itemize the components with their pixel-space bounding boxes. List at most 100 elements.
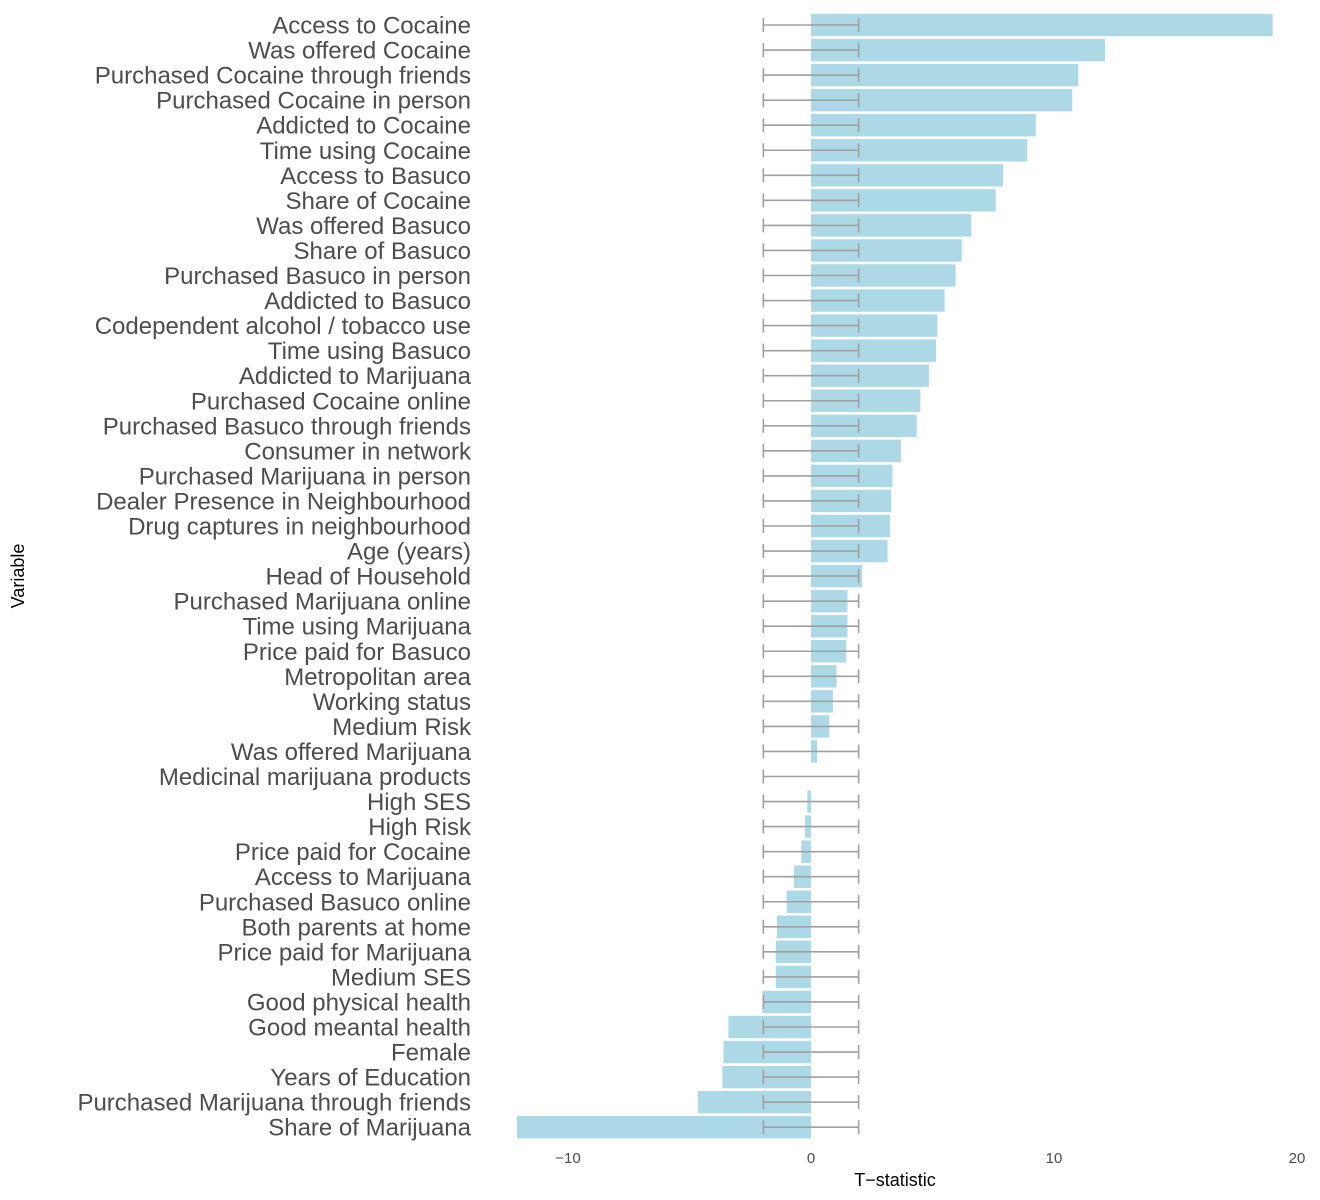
category-label: Purchased Marijuana online <box>173 589 471 616</box>
bar <box>811 414 917 437</box>
x-axis-title: T−statistic <box>854 1170 936 1190</box>
error-bar <box>762 368 860 383</box>
category-label: Female <box>391 1040 471 1067</box>
category-label: Medicinal marijuana products <box>159 764 471 791</box>
error-bar <box>762 1070 860 1085</box>
error-bar <box>762 1120 860 1135</box>
error-bar <box>762 519 860 533</box>
error-bar <box>762 143 860 158</box>
category-label: Dealer Presence in Neighbourhood <box>96 488 471 515</box>
error-bar <box>762 68 860 83</box>
category-label: Time using Basuco <box>268 338 471 365</box>
category-label: Medium SES <box>331 964 471 991</box>
category-label: Purchased Basuco in person <box>164 263 471 290</box>
x-tick-label: 0 <box>807 1150 815 1167</box>
error-bar <box>762 919 860 934</box>
error-bar <box>762 168 860 183</box>
category-label: Was offered Marijuana <box>231 739 472 766</box>
category-label: Time using Marijuana <box>242 614 471 641</box>
error-bar <box>762 844 860 859</box>
errorbars-layer <box>762 18 860 1135</box>
category-label: Addicted to Cocaine <box>256 113 471 140</box>
category-label: Price paid for Marijuana <box>218 939 472 966</box>
error-bar <box>762 669 860 684</box>
error-bar <box>762 418 860 433</box>
bar <box>811 88 1073 112</box>
error-bar <box>762 118 860 133</box>
error-bar <box>762 293 860 308</box>
error-bar <box>762 1020 860 1034</box>
bars-layer <box>516 13 1273 1139</box>
category-label: Years of Education <box>270 1065 471 1092</box>
bar <box>698 1090 811 1114</box>
bar <box>811 189 996 212</box>
bar <box>811 38 1106 62</box>
error-bar <box>762 969 860 984</box>
error-bar <box>762 569 860 584</box>
bar <box>811 114 1036 137</box>
category-label: Both parents at home <box>242 914 471 941</box>
error-bar <box>762 644 860 659</box>
category-label: Good physical health <box>247 989 471 1016</box>
error-bar <box>762 619 860 634</box>
error-bar <box>762 594 860 609</box>
category-label: Consumer in network <box>244 438 472 465</box>
bar <box>811 264 956 287</box>
category-label: Purchased Cocaine through friends <box>95 63 471 90</box>
error-bar <box>762 769 860 784</box>
bar <box>811 139 1028 162</box>
category-label: Share of Cocaine <box>286 188 471 215</box>
category-label: Share of Basuco <box>294 238 471 265</box>
category-label: Was offered Cocaine <box>248 38 471 65</box>
bar <box>811 339 937 362</box>
error-bar <box>762 93 860 108</box>
category-label: High SES <box>367 789 471 816</box>
error-bar <box>762 43 860 58</box>
category-label: Addicted to Marijuana <box>239 363 472 390</box>
error-bar <box>762 694 860 709</box>
bar <box>811 364 929 387</box>
category-label: Purchased Basuco through friends <box>103 413 471 440</box>
bar <box>811 289 945 312</box>
error-bar <box>762 243 860 258</box>
category-label: Purchased Cocaine online <box>191 388 471 415</box>
error-bar <box>762 493 860 508</box>
error-bar <box>762 318 860 333</box>
category-label: Access to Marijuana <box>255 864 472 891</box>
error-bar <box>762 819 860 834</box>
category-label: Purchased Basuco online <box>199 889 471 916</box>
error-bar <box>762 18 860 32</box>
category-label: Good meantal health <box>248 1015 471 1042</box>
bar <box>811 239 962 262</box>
error-bar <box>762 443 860 458</box>
bar <box>811 389 921 412</box>
error-bar <box>762 268 860 283</box>
x-tick-label: 20 <box>1289 1150 1306 1167</box>
y-axis-title: Variable <box>8 544 28 609</box>
bar <box>811 13 1273 37</box>
category-label: Addicted to Basuco <box>264 288 471 315</box>
category-label: Working status <box>313 689 471 716</box>
error-bar <box>762 1045 860 1060</box>
error-bar <box>762 894 860 909</box>
x-axis-ticks: −10 0 10 20 <box>555 1150 1305 1167</box>
category-label: Time using Cocaine <box>260 138 471 165</box>
category-label: Was offered Basuco <box>256 213 471 240</box>
category-label: Share of Marijuana <box>268 1115 471 1142</box>
error-bar <box>762 393 860 408</box>
category-label: Price paid for Basuco <box>243 639 471 666</box>
error-bar <box>762 869 860 884</box>
x-tick-label: −10 <box>555 1150 580 1167</box>
x-tick-label: 10 <box>1046 1150 1063 1167</box>
category-label: High Risk <box>368 814 472 841</box>
error-bar <box>762 794 860 809</box>
error-bar <box>762 468 860 483</box>
error-bar <box>762 544 860 559</box>
bar <box>811 63 1079 87</box>
error-bar <box>762 719 860 734</box>
category-label: Access to Cocaine <box>272 13 471 40</box>
category-label: Drug captures in neighbourhood <box>128 514 471 541</box>
category-label: Purchased Marijuana in person <box>139 463 471 490</box>
